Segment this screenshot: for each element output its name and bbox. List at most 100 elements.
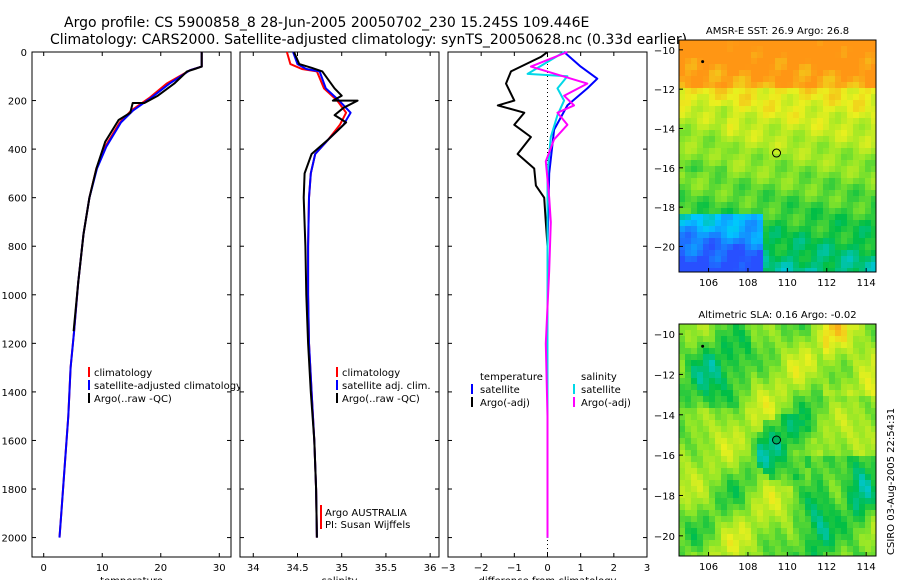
sst-map-cell	[841, 172, 847, 178]
sst-map-cell	[805, 106, 811, 112]
sst-map-cell	[703, 52, 709, 58]
sla-map-cell	[745, 480, 751, 486]
sst-map-cell	[793, 136, 799, 142]
sla-map-cell	[757, 390, 763, 396]
sst-map-cell	[799, 136, 805, 142]
figure-title-line2: Climatology: CARS2000. Satellite-adjuste…	[50, 32, 687, 48]
sst-map-cell	[871, 94, 876, 100]
sst-map-cell	[685, 136, 691, 142]
sla-map-cell	[835, 510, 841, 516]
sst-map-cell	[847, 46, 853, 52]
sst-map-cell	[709, 160, 715, 166]
sst-map-cell	[709, 58, 715, 64]
sst-map-cell	[847, 124, 853, 130]
sla-map-cell	[829, 456, 835, 462]
sst-map-cell	[751, 262, 757, 268]
sst-map-cell	[781, 214, 787, 220]
sst-map-cell	[685, 244, 691, 250]
sla-map-float-marker	[772, 435, 782, 445]
sst-map-cell	[715, 148, 721, 154]
chart-difference: −3−2−10123difference from climatologytem…	[441, 51, 650, 580]
sst-map-cell	[781, 262, 787, 268]
sla-map-cell	[757, 420, 763, 426]
sst-map-cell	[781, 268, 787, 272]
sla-map-cell	[709, 366, 715, 372]
sst-map-cell	[775, 106, 781, 112]
sla-map-cell	[817, 414, 823, 420]
sst-map-cell	[727, 82, 733, 88]
sst-map-cell	[739, 40, 745, 46]
sla-map-cell	[787, 498, 793, 504]
sla-map-cell	[775, 330, 781, 336]
sst-map-cell	[703, 64, 709, 70]
sla-map-cell	[817, 390, 823, 396]
sla-map-cell	[751, 426, 757, 432]
sla-map-cell	[871, 456, 876, 462]
sla-map-cell	[865, 498, 871, 504]
sla-map-cell	[691, 408, 697, 414]
sst-map-cell	[859, 88, 865, 94]
sla-map-cell	[739, 450, 745, 456]
sla-map-cell	[847, 408, 853, 414]
sla-map-cell	[763, 480, 769, 486]
sla-map-cell	[817, 516, 823, 522]
sst-map-cell	[739, 130, 745, 136]
sla-map-cell	[691, 330, 697, 336]
sla-map-cell	[817, 342, 823, 348]
sla-map-cell	[811, 408, 817, 414]
sst-map-cell	[745, 88, 751, 94]
sla-map-cell	[829, 534, 835, 540]
sst-map-cell	[781, 202, 787, 208]
sla-map-cell	[739, 348, 745, 354]
sst-map-cell	[841, 142, 847, 148]
sst-map-cell	[727, 154, 733, 160]
sla-map-cell	[841, 366, 847, 372]
sst-map-cell	[775, 208, 781, 214]
sst-map-cell	[841, 220, 847, 226]
sst-map-cell	[799, 166, 805, 172]
sst-map-cell	[745, 226, 751, 232]
sst-map-cell	[751, 172, 757, 178]
sla-map-cell	[847, 378, 853, 384]
sst-map-cell	[811, 148, 817, 154]
sst-map-cell	[841, 178, 847, 184]
sst-map-cell	[871, 226, 876, 232]
sla-map-cell	[709, 516, 715, 522]
sla-map-cell	[763, 354, 769, 360]
sst-map-cell	[811, 184, 817, 190]
depth-tick-label: 800	[8, 242, 27, 253]
sst-map-cell	[733, 148, 739, 154]
sla-map-cell	[787, 372, 793, 378]
sst-map-cell	[805, 52, 811, 58]
sla-map-cell	[727, 552, 733, 556]
sla-map-cell	[805, 414, 811, 420]
sla-map-cell	[679, 444, 685, 450]
sst-map-cell	[757, 82, 763, 88]
sst-map-cell	[841, 262, 847, 268]
sst-map-cell	[715, 64, 721, 70]
sla-map-cell	[745, 432, 751, 438]
sst-map-cell	[769, 244, 775, 250]
sla-map-cell	[775, 492, 781, 498]
sla-map-cell	[769, 540, 775, 546]
sla-map-cell	[811, 426, 817, 432]
sst-map-cell	[739, 262, 745, 268]
sst-map-cell	[685, 166, 691, 172]
sst-map-cell	[733, 226, 739, 232]
sla-map-cell	[763, 426, 769, 432]
sla-map-cell	[835, 444, 841, 450]
sst-map-cell	[787, 76, 793, 82]
sst-map-cell	[817, 40, 823, 46]
sst-map-cell	[865, 82, 871, 88]
sst-map-cell	[739, 118, 745, 124]
sst-map-cell	[829, 184, 835, 190]
sla-map-cell	[709, 546, 715, 552]
sst-map-cell	[691, 148, 697, 154]
sst-map-cell	[751, 202, 757, 208]
sla-map-cell	[703, 390, 709, 396]
sst-map-cell	[835, 250, 841, 256]
sla-map-cell	[769, 546, 775, 552]
sla-map-cell	[775, 420, 781, 426]
sst-map-cell	[835, 118, 841, 124]
sla-map-cell	[781, 516, 787, 522]
